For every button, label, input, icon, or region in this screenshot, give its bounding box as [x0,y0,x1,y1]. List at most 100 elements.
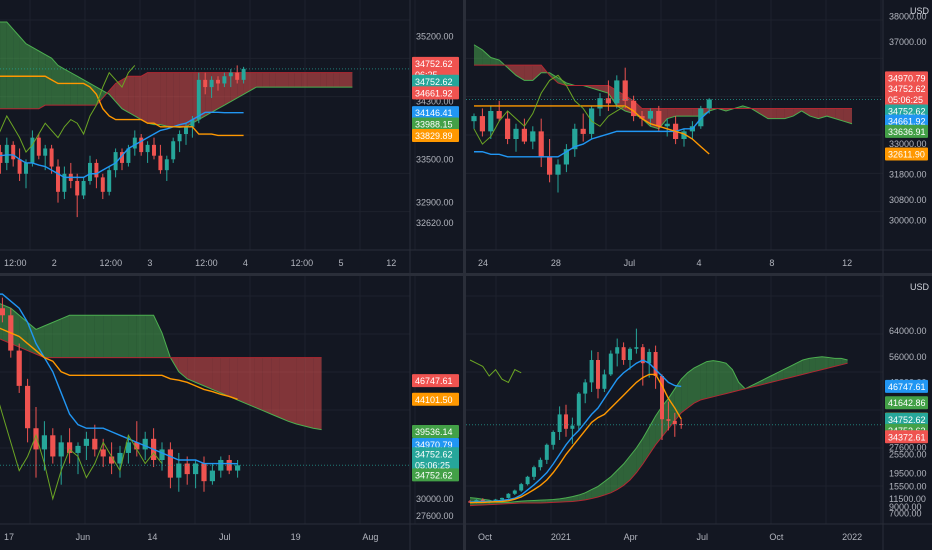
cloud-segment-bear [667,108,676,119]
chart-pane-bottom-left[interactable]: 33000.0030000.0027600.0046747.6144101.50… [0,276,463,550]
y-tick-label: 33500.00 [416,154,454,164]
candle-body [557,414,562,432]
cloud-segment-bear [314,72,321,88]
candle-down [33,407,39,478]
cloud-segment-bear [339,72,346,88]
candle-up [557,406,562,440]
price-label-text: 05:06:25 [888,95,923,105]
candle-body [493,499,498,501]
candle-up [125,435,132,464]
candle-up [589,350,594,392]
price-label-box [412,86,459,100]
tenkan-sen-line [0,111,244,179]
candle-up [164,155,169,181]
candle-down [17,148,22,181]
chart-pane-bottom-right[interactable]: 64000.0056000.0048000.0033000.0030000.00… [466,276,932,550]
cloud-segment-bull [94,315,104,358]
candle-down [653,345,658,389]
candle-body [209,470,216,482]
candle-body [226,460,232,471]
x-tick-label: 12 [386,258,396,268]
candle-down [666,401,671,431]
candle-down [504,110,511,145]
chart-svg[interactable]: 33000.0030000.0027600.0046747.6144101.50… [0,276,463,550]
cloud-segment-bear [122,76,129,113]
kijun-sen-line [474,105,710,155]
candle-body [11,144,16,160]
price-label-text: 34146.41 [415,108,453,118]
y-tick-label: 31800.00 [889,170,927,180]
cloud-segment-bear [776,108,785,119]
cloud-segment-bull [540,499,547,504]
price-label-text: 34970.79 [415,440,453,450]
candle-up [209,76,214,98]
cloud-segment-bear [237,357,246,404]
candle-body [33,428,39,450]
cloud-segment-bull [111,315,120,358]
candle-up [88,155,92,185]
candle-down [134,421,140,457]
price-label-box [412,74,459,88]
y-tick-label: 7000.00 [889,509,922,519]
price-label-text: 34752.62 [888,84,926,94]
candle-body [479,116,486,132]
cloud-segment-bull [636,438,643,473]
cloud-segment-bear [600,85,609,94]
horizontal-pane-separator[interactable] [0,273,932,276]
candle-body [513,128,519,140]
candle-body [572,128,578,150]
candle-body [241,68,246,80]
y-tick-label: 11500.00 [889,494,926,504]
chart-svg[interactable]: 35200.00 34300.00 33500.00 32900.00 32620.00… [0,0,463,273]
price-label-text: 41642.86 [888,398,926,408]
x-tick-label: 14 [147,532,157,542]
candle-body [608,353,613,375]
chart-svg[interactable]: 64000.0056000.0048000.0033000.0030000.00… [466,276,932,550]
candle-body [615,347,620,354]
cloud-segment-bear [256,72,263,88]
candle-down [0,297,6,323]
candle-down [184,456,190,485]
candle-up [177,130,182,153]
x-tick-label: Oct [769,532,784,542]
candle-body [167,449,174,478]
chikou-span-line [473,74,626,145]
candle-down [201,456,207,492]
price-label-text: 33829.89 [415,131,453,141]
candle-body [171,141,176,160]
price-label-box [412,425,459,439]
cloud-segment-bull [13,29,20,109]
cloud-segment-bull [38,50,46,109]
cloud-segment-bear [524,65,533,81]
candle-body [0,308,6,316]
candle-body [107,170,112,192]
price-labels: 34752.6206:2534752.6234661.9234146.41339… [412,56,459,142]
candle-down [139,134,144,156]
price-label-text: 34752.62 [415,470,453,480]
cloud-segment-bull [764,376,771,384]
chart-pane-top-right[interactable]: 38000.0037000.0034300.0033000.0031800.00… [466,0,932,273]
candle-body [512,490,517,494]
price-label-box [885,430,928,444]
candle-body [176,463,182,478]
x-tick-label: 12:00 [195,258,218,268]
chart-svg[interactable]: 38000.0037000.0034300.0033000.0031800.00… [466,0,932,273]
candle-body [58,442,64,457]
candle-down [479,108,486,137]
cloud-segment-bull [713,360,720,397]
x-tick-label: 28 [551,258,561,268]
price-label-box [412,128,459,142]
x-tick-label: 12:00 [4,258,27,268]
candle-up [681,128,687,147]
price-label-text: 34372.61 [888,432,926,442]
cloud-segment-bear [793,108,802,117]
candle-body [660,376,664,420]
cloud-segment-bear [288,357,297,424]
candle-down [167,442,174,489]
x-tick-label: 19 [291,532,301,542]
chart-pane-top-left[interactable]: 35200.00 34300.00 33500.00 32900.00 32620.00… [0,0,463,273]
cloud-segment-bull [153,315,162,358]
chikou-span-line [0,404,163,501]
candle-up [107,166,112,196]
